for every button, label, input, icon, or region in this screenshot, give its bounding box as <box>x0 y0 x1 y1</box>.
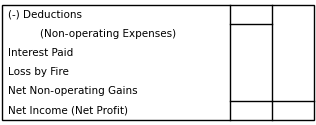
Text: Net Income (Net Profit): Net Income (Net Profit) <box>8 105 128 115</box>
Text: Loss by Fire: Loss by Fire <box>8 67 69 77</box>
Text: Interest Paid: Interest Paid <box>8 48 73 58</box>
Text: (-) Deductions: (-) Deductions <box>8 10 82 20</box>
Text: Net Non-operating Gains: Net Non-operating Gains <box>8 86 137 96</box>
Text: (Non-operating Expenses): (Non-operating Expenses) <box>27 29 176 39</box>
